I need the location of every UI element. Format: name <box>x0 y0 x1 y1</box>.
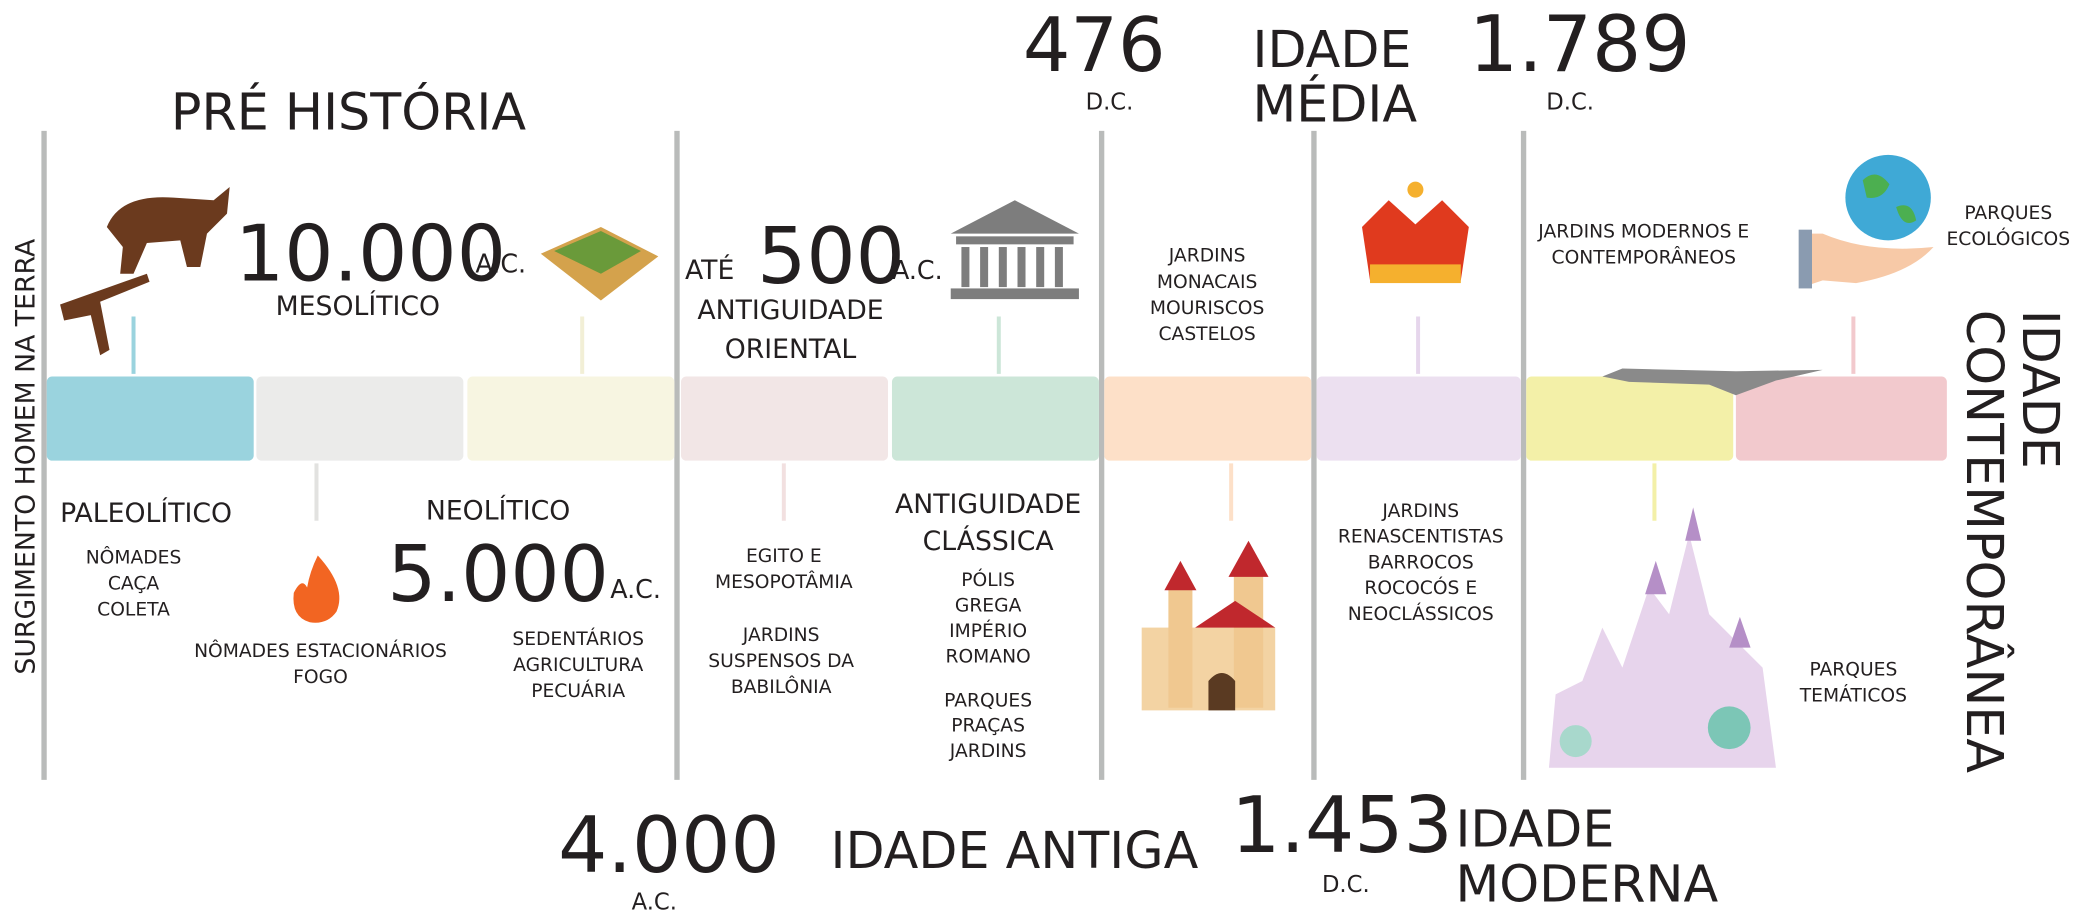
period-title: PALEOLÍTICO <box>60 497 232 529</box>
era-title: MÉDIA <box>1253 74 1418 134</box>
era-suffix: A.C. <box>892 255 943 285</box>
bison-icon <box>60 187 230 355</box>
note: PARQUES <box>1809 660 1897 681</box>
note: TEMÁTICOS <box>1799 684 1907 707</box>
note: MOURISCOS <box>1150 298 1265 319</box>
era-suffix: D.C. <box>1322 872 1370 898</box>
note: ROCOCÓS E <box>1364 575 1477 599</box>
era-suffix: D.C. <box>1086 89 1134 115</box>
note: PARQUES <box>1964 203 2052 224</box>
era-title: IDADE <box>2011 310 2070 469</box>
fire-icon <box>293 555 339 622</box>
date: 500 <box>757 212 905 302</box>
note: JARDINS MODERNOS E <box>1537 222 1749 243</box>
era-suffix: A.C. <box>632 889 677 910</box>
note: CASTELOS <box>1158 324 1255 345</box>
note: BABILÔNIA <box>731 674 832 698</box>
note: NÔMADES ESTACIONÁRIOS <box>194 638 447 662</box>
note: PRAÇAS <box>951 716 1025 737</box>
note: GREGA <box>955 596 1022 617</box>
note: BARROCOS <box>1368 552 1474 573</box>
note: ECOLÓGICOS <box>1946 226 2070 250</box>
era-suffix: D.C. <box>1546 89 1594 115</box>
note: JARDINS <box>1381 501 1459 522</box>
note: IMPÉRIO <box>949 619 1027 642</box>
period-blocks <box>47 369 1947 461</box>
prefix: ATÉ <box>685 254 734 286</box>
note: ROMANO <box>945 646 1030 667</box>
era-title: IDADE <box>1253 20 1412 79</box>
date: 476 <box>1023 2 1166 89</box>
castle-icon <box>1142 541 1276 711</box>
era-title: MODERNA <box>1455 854 1718 910</box>
note: COLETA <box>97 600 170 621</box>
note: PÓLIS <box>961 567 1015 591</box>
note: EGITO E <box>746 546 822 567</box>
era-suffix: A.C. <box>610 574 661 604</box>
eco-icon <box>1799 155 1934 289</box>
note: JARDINS <box>742 625 820 646</box>
side-label: SURGIMENTO HOMEM NA TERRA <box>11 238 42 675</box>
date: 5.000 <box>387 530 609 620</box>
date: 1.453 <box>1231 781 1453 871</box>
note: AGRICULTURA <box>513 655 643 676</box>
era-title: IDADE ANTIGA <box>831 821 1199 880</box>
note: PECUÁRIA <box>531 679 625 702</box>
period-title: ORIENTAL <box>725 334 857 365</box>
timeline: PRÉ HISTÓRIA476D.C.IDADEMÉDIA1.789D.C.SU… <box>11 0 2070 910</box>
side-label-text: SURGIMENTO HOMEM NA TERRA <box>11 238 42 675</box>
era-title: PRÉ HISTÓRIA <box>171 82 526 142</box>
note: CAÇA <box>108 574 160 595</box>
period-title: MESOLÍTICO <box>276 290 440 322</box>
note: JARDINS <box>949 741 1027 762</box>
period-title: NEOLÍTICO <box>426 494 570 526</box>
note: NÔMADES <box>86 544 182 568</box>
note: PARQUES <box>944 690 1032 711</box>
note: MESOPOTÂMIA <box>715 570 853 593</box>
note: CONTEMPORÂNEOS <box>1552 246 1736 269</box>
note: SUSPENSOS DA <box>708 651 854 672</box>
date: 10.000 <box>235 209 506 299</box>
era-title: CONTEMPORÂNEA <box>1955 310 2015 774</box>
crown-icon <box>1362 182 1469 283</box>
note: JARDINS <box>1168 246 1246 267</box>
timeline-page: PRÉ HISTÓRIA476D.C.IDADEMÉDIA1.789D.C.SU… <box>0 0 2083 910</box>
period-title: ANTIGUIDADE <box>697 295 883 326</box>
period-title: ANTIGUIDADE <box>895 489 1081 520</box>
era-title: IDADE <box>1455 800 1614 859</box>
note: NEOCLÁSSICOS <box>1348 602 1494 625</box>
note: FOGO <box>293 667 348 688</box>
farm-icon <box>541 227 659 300</box>
era-suffix: A.C. <box>475 248 526 278</box>
period-title: CLÁSSICA <box>923 525 1055 557</box>
note: RENASCENTISTAS <box>1338 527 1504 548</box>
note: MONACAIS <box>1157 272 1257 293</box>
temple-icon <box>951 200 1079 299</box>
date: 1.789 <box>1469 0 1691 90</box>
fairy-castle-icon <box>1549 507 1776 767</box>
note: SEDENTÁRIOS <box>512 627 644 650</box>
date: 4.000 <box>558 801 780 891</box>
